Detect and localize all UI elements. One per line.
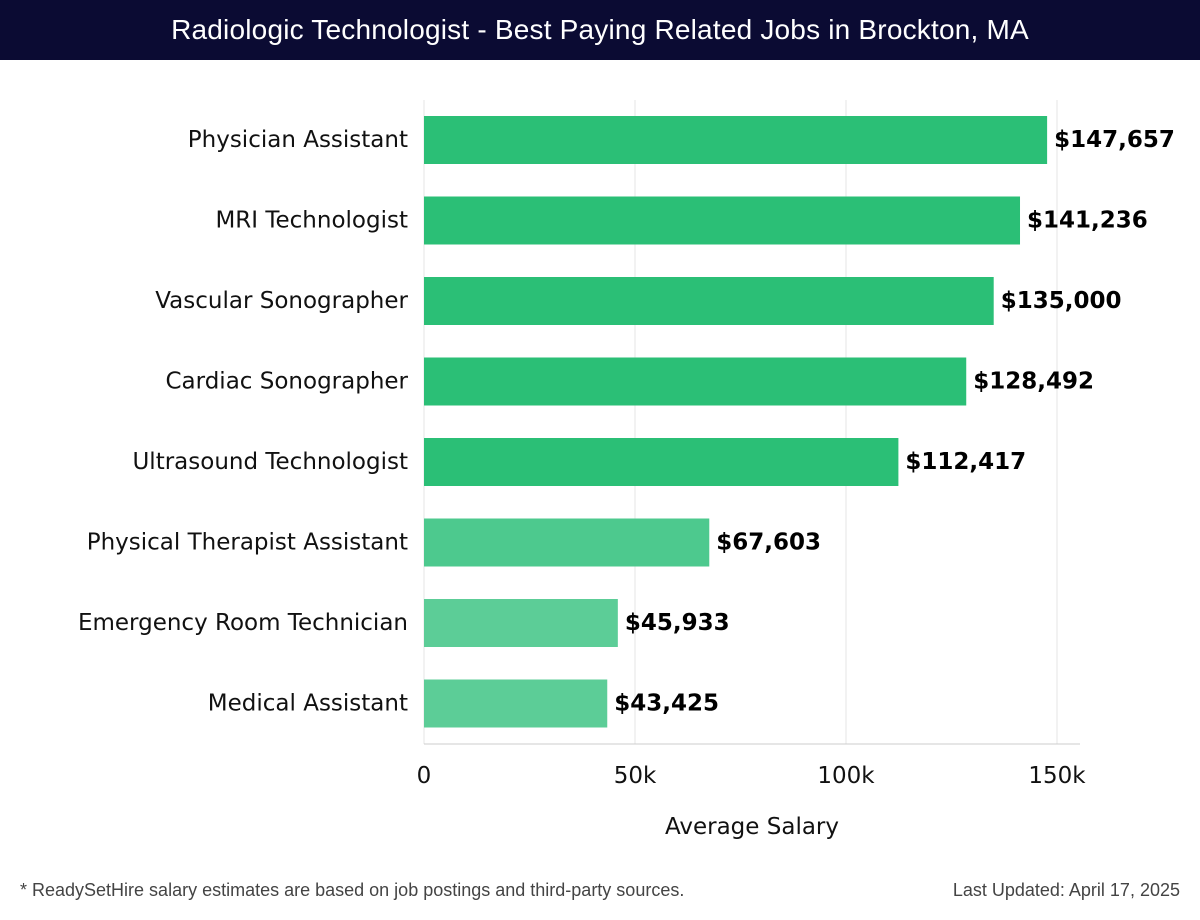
bar-chart: Physician Assistant $147,657 MRI Technolog…: [78, 100, 1175, 840]
category-label: Medical Assistant: [208, 691, 408, 717]
chart-title: Radiologic Technologist - Best Paying Re…: [0, 0, 1200, 60]
category-label: Physician Assistant: [188, 127, 408, 153]
value-label: $43,425: [614, 691, 719, 717]
category-label: Vascular Sonographer: [155, 288, 408, 314]
bar: [424, 518, 710, 567]
category-label: Ultrasound Technologist: [132, 449, 408, 475]
x-tick-label: 0: [417, 763, 432, 789]
bar: [424, 599, 618, 647]
last-updated: Last Updated: April 17, 2025: [952, 880, 1180, 900]
value-label: $45,933: [625, 610, 730, 636]
footnote: * ReadySetHire salary estimates are base…: [20, 880, 685, 900]
category-label: Emergency Room Technician: [78, 610, 408, 636]
bar: [424, 277, 994, 325]
value-label: $141,236: [1027, 208, 1148, 234]
value-label: $135,000: [1001, 288, 1122, 314]
bar: [424, 438, 899, 486]
value-label: $67,603: [716, 530, 821, 556]
value-label: $147,657: [1054, 127, 1175, 153]
x-tick-label: 50k: [614, 763, 657, 789]
bar: [424, 357, 967, 406]
value-label: $112,417: [905, 449, 1026, 475]
x-tick-label: 150k: [1028, 763, 1086, 789]
category-label: Physical Therapist Assistant: [87, 530, 408, 556]
bar: [424, 196, 1021, 245]
category-label: Cardiac Sonographer: [166, 369, 409, 395]
bar: [424, 116, 1048, 164]
x-axis-label: Average Salary: [665, 814, 839, 840]
x-tick-label: 100k: [817, 763, 875, 789]
value-label: $128,492: [973, 369, 1094, 395]
category-label: MRI Technologist: [215, 208, 408, 234]
bar: [424, 679, 608, 728]
